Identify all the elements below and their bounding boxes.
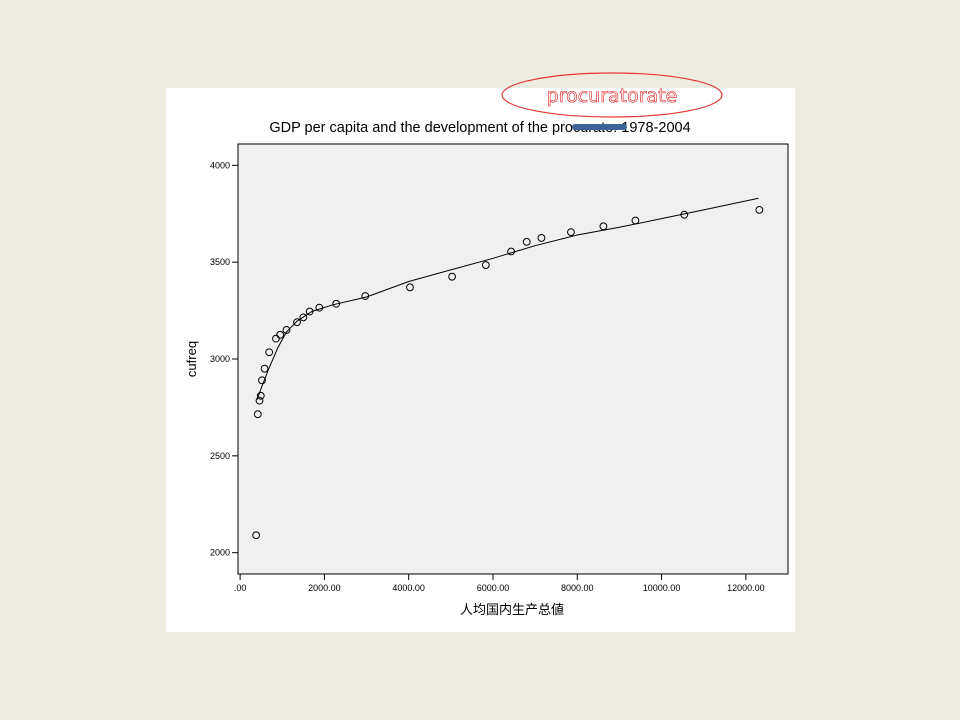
data-point (255, 396, 264, 405)
data-point (299, 313, 308, 322)
data-point (293, 318, 301, 327)
x-tick-label: 2000.00 (308, 583, 341, 593)
x-axis: .00 2000.00 4000.00 6000.00 8000.00 10000.00 1… (234, 574, 765, 593)
data-point (406, 283, 414, 292)
data-point (361, 292, 370, 300)
data-point (755, 205, 764, 214)
data-point (567, 228, 575, 237)
data-point (253, 410, 262, 419)
callout-ellipse (501, 72, 723, 118)
data-point (448, 272, 456, 281)
y-axis-title: cufreq (184, 341, 199, 377)
data-point (631, 216, 640, 225)
data-points (252, 205, 764, 540)
x-axis-title: 人均国内生产总値 (460, 602, 564, 618)
data-point (265, 348, 274, 357)
x-tick-label: 4000.00 (392, 583, 425, 593)
data-point (272, 334, 280, 343)
data-point (258, 376, 266, 385)
fit-line (256, 197, 759, 400)
plot-area (237, 143, 789, 575)
data-point (305, 307, 314, 316)
data-point (481, 261, 490, 269)
data-point (256, 391, 265, 400)
y-tick-label: 2000 (210, 548, 230, 558)
callout-label: procuratorate (547, 85, 678, 107)
data-point (315, 303, 324, 312)
y-tick-label: 2500 (210, 451, 230, 461)
data-point (260, 364, 269, 373)
data-point (537, 234, 546, 242)
y-tick-label: 3500 (210, 257, 230, 267)
y-tick-label: 3000 (210, 354, 230, 364)
data-point (332, 299, 341, 308)
x-tick-label: 6000.00 (477, 583, 510, 593)
highlight-mark (572, 124, 627, 130)
x-tick-label: 12000.00 (727, 583, 765, 593)
data-point (599, 222, 608, 231)
data-point (252, 531, 261, 540)
data-point (507, 247, 516, 256)
x-tick-label: 8000.00 (561, 583, 594, 593)
chart-title: GDP per capita and the development of th… (269, 120, 690, 136)
y-tick-label: 4000 (210, 160, 230, 170)
y-axis: 2000 2500 3000 3500 4000 (210, 160, 238, 558)
data-point (522, 237, 531, 246)
data-point (276, 330, 285, 339)
data-point (282, 326, 291, 334)
data-point (680, 210, 689, 219)
x-tick-label: 10000.00 (643, 583, 681, 593)
x-tick-label: .00 (234, 583, 247, 593)
